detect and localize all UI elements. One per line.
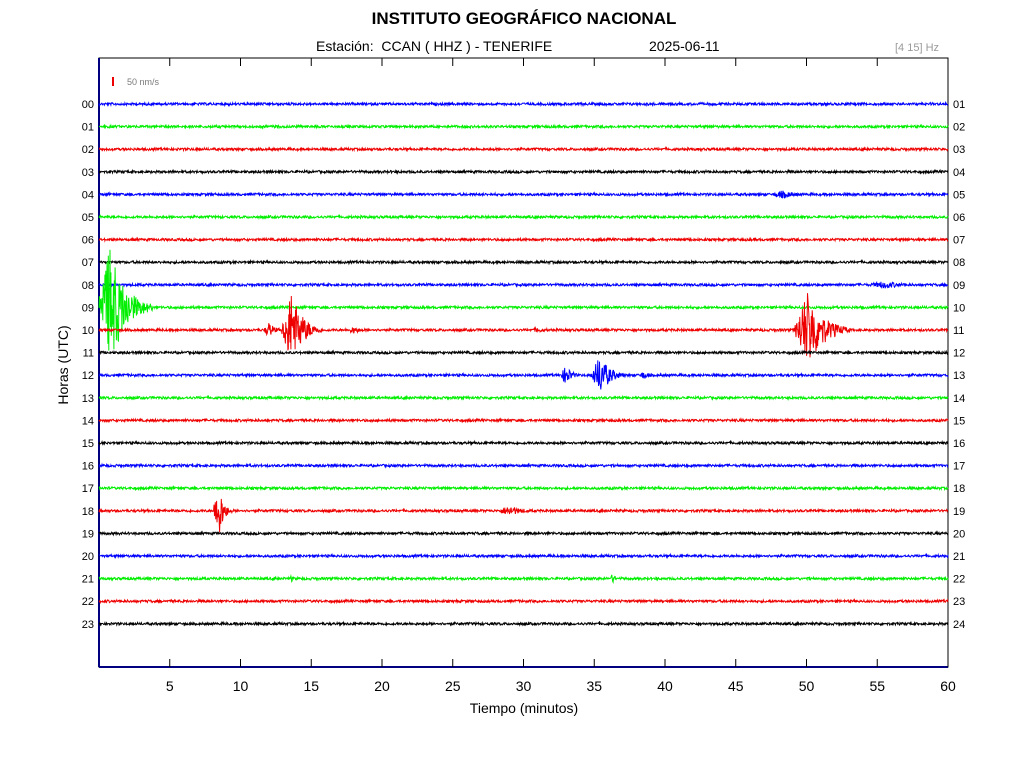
hour-label-right: 03 bbox=[953, 144, 965, 156]
hour-label-right: 08 bbox=[953, 257, 965, 269]
x-tick-label: 55 bbox=[869, 678, 885, 694]
trace-hour-11 bbox=[98, 349, 949, 356]
hour-label-left: 05 bbox=[82, 212, 94, 224]
hour-label-right: 20 bbox=[953, 528, 965, 540]
hour-label-right: 05 bbox=[953, 189, 965, 201]
scale-bar-group: 50 nm/s bbox=[112, 77, 160, 87]
scale-bar bbox=[112, 77, 114, 86]
hour-label-right: 09 bbox=[953, 280, 965, 292]
trace-hour-10 bbox=[98, 293, 949, 358]
trace-hour-07 bbox=[98, 258, 949, 266]
trace-hour-18 bbox=[98, 498, 949, 533]
trace-hour-20 bbox=[98, 552, 949, 560]
plot-area bbox=[98, 57, 949, 668]
hour-label-left: 08 bbox=[82, 280, 94, 292]
hour-label-right: 01 bbox=[953, 99, 965, 111]
hour-label-right: 16 bbox=[953, 438, 965, 450]
hour-label-left: 04 bbox=[82, 189, 94, 201]
chart-title: INSTITUTO GEOGRÁFICO NACIONAL bbox=[371, 9, 677, 28]
trace-hour-02 bbox=[98, 146, 949, 153]
hour-label-right: 24 bbox=[953, 619, 965, 631]
x-axis-label: Tiempo (minutos) bbox=[469, 700, 579, 716]
x-tick-label: 60 bbox=[940, 678, 956, 694]
x-tick-label: 20 bbox=[374, 678, 390, 694]
hour-label-right: 07 bbox=[953, 235, 965, 247]
filter-label: [4 15] Hz bbox=[895, 42, 940, 54]
trace-hour-12 bbox=[98, 360, 949, 390]
trace-hour-05 bbox=[98, 213, 949, 221]
trace-hour-15 bbox=[98, 439, 949, 447]
trace-hour-14 bbox=[98, 417, 949, 424]
x-tick-label: 50 bbox=[799, 678, 815, 694]
trace-hour-00 bbox=[98, 100, 949, 108]
hour-label-left: 15 bbox=[82, 438, 94, 450]
hour-label-right: 23 bbox=[953, 596, 965, 608]
tick-group: 00 01 01 02 02 03 03 04 04 05 05 06 06 07 07 08 08 09 09 10… bbox=[82, 58, 965, 694]
hour-label-left: 17 bbox=[82, 483, 94, 495]
hour-label-left: 07 bbox=[82, 257, 94, 269]
x-tick-label: 5 bbox=[166, 678, 174, 694]
hour-label-left: 11 bbox=[83, 348, 94, 360]
hour-label-left: 02 bbox=[82, 144, 94, 156]
hour-label-right: 04 bbox=[953, 167, 965, 179]
hour-label-right: 19 bbox=[953, 506, 965, 518]
hour-label-right: 02 bbox=[953, 122, 965, 134]
hour-label-left: 20 bbox=[82, 551, 94, 563]
trace-hour-17 bbox=[98, 484, 949, 492]
hour-label-left: 14 bbox=[82, 415, 94, 427]
hour-label-left: 23 bbox=[82, 619, 94, 631]
station-label: Estación: CCAN ( HHZ ) - TENERIFE bbox=[316, 38, 553, 54]
hour-label-left: 21 bbox=[82, 574, 94, 586]
hour-label-right: 10 bbox=[953, 302, 965, 314]
x-tick-label: 25 bbox=[445, 678, 461, 694]
date-label: 2025-06-11 bbox=[649, 38, 720, 54]
trace-hour-06 bbox=[98, 236, 949, 243]
hour-label-left: 12 bbox=[82, 370, 94, 382]
hour-label-left: 01 bbox=[82, 122, 94, 134]
hour-label-right: 06 bbox=[953, 212, 965, 224]
hour-label-left: 22 bbox=[82, 596, 94, 608]
hour-label-left: 18 bbox=[82, 506, 94, 518]
x-tick-label: 15 bbox=[303, 678, 319, 694]
x-tick-label: 35 bbox=[586, 678, 602, 694]
x-tick-label: 40 bbox=[657, 678, 673, 694]
scale-label: 50 nm/s bbox=[127, 77, 160, 87]
hour-label-left: 13 bbox=[82, 393, 94, 405]
hour-label-left: 06 bbox=[82, 235, 94, 247]
trace-hour-09 bbox=[98, 249, 949, 351]
hour-label-left: 03 bbox=[82, 167, 94, 179]
x-tick-label: 10 bbox=[233, 678, 249, 694]
trace-hour-22 bbox=[98, 597, 949, 605]
trace-hour-13 bbox=[98, 394, 949, 401]
hour-label-right: 18 bbox=[953, 483, 965, 495]
hour-label-right: 15 bbox=[953, 415, 965, 427]
hour-label-left: 19 bbox=[82, 528, 94, 540]
trace-hour-23 bbox=[98, 620, 949, 627]
hour-label-right: 21 bbox=[953, 551, 965, 563]
hour-label-right: 22 bbox=[953, 574, 965, 586]
hour-label-right: 11 bbox=[953, 325, 964, 337]
trace-group bbox=[98, 100, 949, 627]
trace-hour-21 bbox=[98, 574, 949, 584]
trace-hour-03 bbox=[98, 168, 949, 175]
hour-label-right: 17 bbox=[953, 461, 965, 473]
x-tick-label: 30 bbox=[516, 678, 532, 694]
hour-label-right: 12 bbox=[953, 348, 965, 360]
trace-hour-16 bbox=[98, 462, 949, 469]
hour-label-left: 10 bbox=[82, 325, 94, 337]
hour-label-right: 14 bbox=[953, 393, 965, 405]
hour-label-left: 00 bbox=[82, 99, 94, 111]
hour-label-left: 09 bbox=[82, 302, 94, 314]
x-tick-label: 45 bbox=[728, 678, 744, 694]
hour-label-right: 13 bbox=[953, 370, 965, 382]
trace-hour-19 bbox=[98, 530, 949, 537]
trace-hour-01 bbox=[98, 123, 949, 130]
trace-hour-08 bbox=[98, 280, 949, 289]
hour-label-left: 16 bbox=[82, 461, 94, 473]
trace-hour-04 bbox=[98, 190, 949, 200]
